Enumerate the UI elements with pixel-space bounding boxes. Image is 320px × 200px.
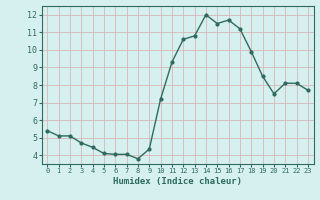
X-axis label: Humidex (Indice chaleur): Humidex (Indice chaleur)	[113, 177, 242, 186]
